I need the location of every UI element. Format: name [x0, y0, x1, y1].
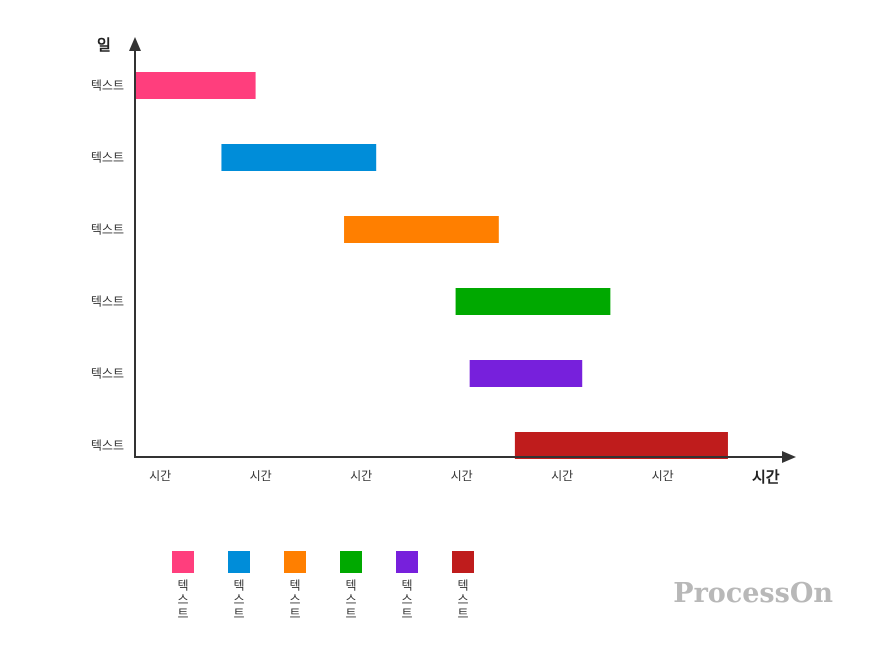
- legend-item: 텍스트: [284, 551, 306, 621]
- legend-swatch: [396, 551, 418, 573]
- gantt-bar: [135, 72, 256, 99]
- y-tick-label: 텍스트: [91, 151, 124, 165]
- legend-label: 텍스트: [231, 579, 246, 621]
- x-tick-label: 시간: [451, 469, 473, 483]
- legend-label: 텍스트: [175, 579, 190, 621]
- x-tick-label: 시간: [350, 469, 372, 483]
- legend-label: 텍스트: [399, 579, 414, 621]
- legend-item: 텍스트: [172, 551, 194, 621]
- y-tick-label: 텍스트: [91, 439, 124, 453]
- gantt-bar: [455, 288, 611, 315]
- x-tick-label: 시간: [149, 469, 171, 483]
- gantt-bar: [221, 144, 377, 171]
- y-axis-arrow: [129, 37, 141, 51]
- legend-item: 텍스트: [452, 551, 474, 621]
- y-tick-label: 텍스트: [91, 79, 124, 93]
- y-tick-label: 텍스트: [91, 295, 124, 309]
- x-axis-title: 시간: [752, 468, 780, 486]
- legend-swatch: [284, 551, 306, 573]
- x-tick-label: 시간: [250, 469, 272, 483]
- x-tick-label: 시간: [652, 469, 674, 483]
- processon-watermark: ProcessOn: [673, 578, 833, 609]
- legend-item: 텍스트: [228, 551, 250, 621]
- gantt-bar: [344, 216, 499, 243]
- legend-label: 텍스트: [287, 579, 302, 621]
- legend-label: 텍스트: [455, 579, 470, 621]
- legend-swatch: [228, 551, 250, 573]
- legend-swatch: [452, 551, 474, 573]
- gantt-bar: [469, 360, 583, 387]
- gantt-bar: [514, 432, 728, 459]
- legend-swatch: [340, 551, 362, 573]
- legend: 텍스트 텍스트 텍스트 텍스트 텍스트 텍스트: [172, 551, 474, 621]
- y-axis-title: 일: [97, 36, 111, 54]
- y-tick-label: 텍스트: [91, 367, 124, 381]
- legend-swatch: [172, 551, 194, 573]
- x-axis-arrow: [782, 451, 796, 463]
- y-tick-label: 텍스트: [91, 223, 124, 237]
- legend-label: 텍스트: [343, 579, 358, 621]
- x-tick-label: 시간: [551, 469, 573, 483]
- legend-item: 텍스트: [396, 551, 418, 621]
- legend-item: 텍스트: [340, 551, 362, 621]
